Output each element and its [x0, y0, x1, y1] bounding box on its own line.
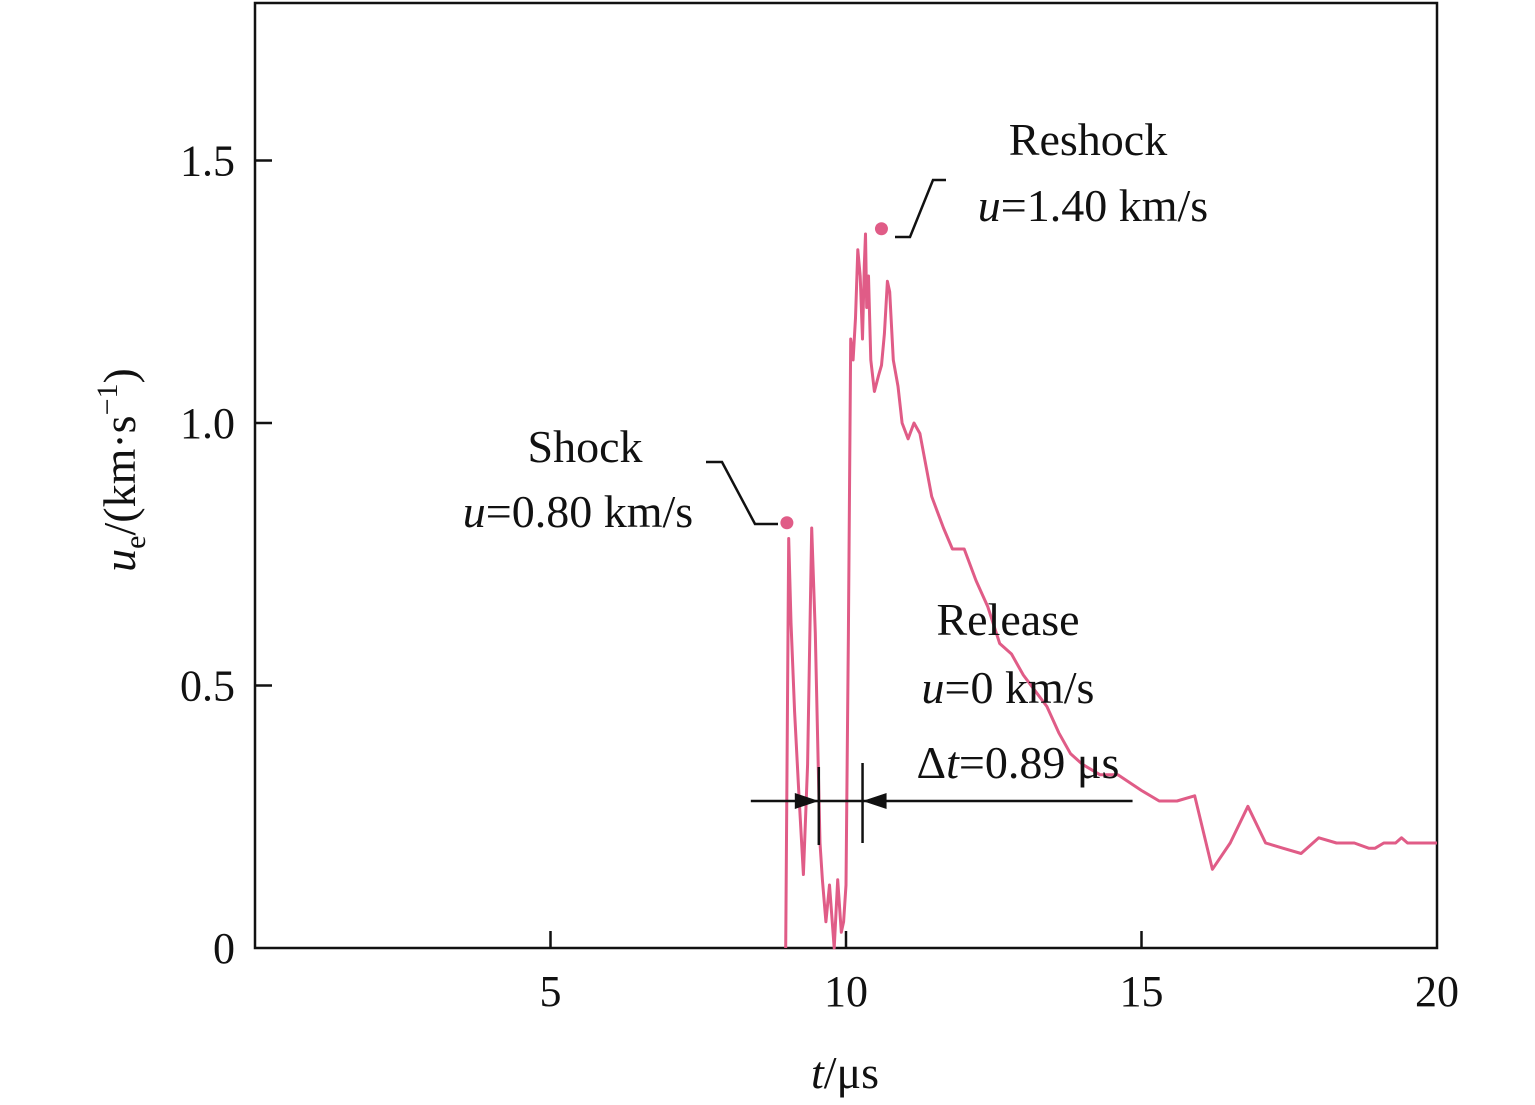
y-axis-label: ue/(km·s−1) — [91, 368, 152, 572]
release-annotation: Release u=0 km/s Δt=0.89 μs — [917, 594, 1120, 788]
x-ticks: 5 10 15 20 — [540, 931, 1459, 1016]
y-tick-label: 0.5 — [180, 662, 235, 711]
reshock-value: u=1.40 km/s — [978, 180, 1208, 231]
release-delta-t: Δt=0.89 μs — [917, 737, 1120, 788]
shock-title: Shock — [528, 421, 643, 472]
release-value: u=0 km/s — [922, 662, 1095, 713]
reshock-leader-line — [895, 178, 946, 239]
x-tick-label: 20 — [1415, 967, 1459, 1016]
peak-marker — [874, 222, 888, 236]
y-ticks: 0 0.5 1.0 1.5 — [180, 137, 272, 973]
left-arrowhead — [794, 793, 819, 809]
peak-marker — [780, 516, 794, 530]
data-markers — [780, 222, 888, 530]
shock-annotation: Shock u=0.80 km/s — [463, 421, 778, 537]
x-tick-label: 10 — [824, 967, 868, 1016]
shock-leader-line — [706, 460, 778, 526]
y-tick-label: 1.5 — [180, 137, 235, 186]
shock-value: u=0.80 km/s — [463, 486, 693, 537]
y-tick-label: 0 — [213, 924, 235, 973]
x-axis-label: t/μs — [811, 1047, 879, 1098]
reshock-title: Reshock — [1009, 114, 1167, 165]
reshock-annotation: Reshock u=1.40 km/s — [895, 114, 1208, 239]
x-tick-label: 5 — [540, 967, 562, 1016]
data-series — [784, 232, 1437, 950]
interval-arrows — [750, 763, 1133, 845]
x-tick-label: 15 — [1120, 967, 1164, 1016]
right-arrowhead — [862, 793, 887, 809]
release-title: Release — [936, 594, 1079, 645]
velocity-line — [784, 232, 1437, 950]
y-tick-label: 1.0 — [180, 399, 235, 448]
